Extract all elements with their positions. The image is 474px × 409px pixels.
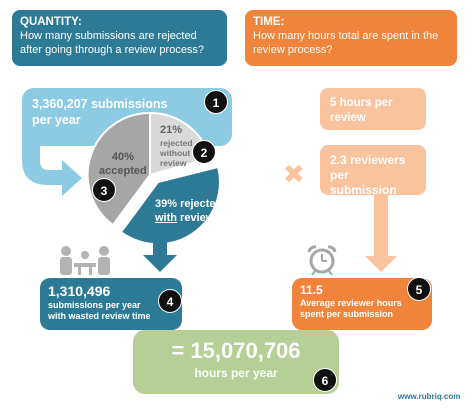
total-value: = 15,070,706 (171, 338, 301, 363)
pie-label-21-pct: 21% (160, 124, 183, 136)
avg-line2: spent per submission (300, 309, 394, 319)
people-meeting-icon (60, 246, 110, 275)
total-hours-box: = 15,070,706 hours per year (133, 330, 339, 394)
hours-review-line1: 5 hours per (330, 97, 393, 109)
pie-label-rejected-with: 39% rejected with review (155, 197, 222, 225)
badge-3: 3 (92, 178, 116, 202)
pie-text-39-pct: 39% rejected (155, 198, 223, 210)
badge-6: 6 (313, 368, 337, 392)
reviewers-line2: per submission (330, 168, 397, 197)
avg-value: 11.5 (300, 283, 323, 297)
badge-2: 2 (192, 140, 216, 164)
multiply-icon: ✖ (283, 159, 305, 189)
pie-text-without: without (160, 148, 191, 158)
pie-text-rejected: rejected (160, 138, 193, 148)
pie-text-review: review (160, 158, 187, 168)
wasted-line2: with wasted review time (48, 311, 151, 321)
quantity-header: QUANTITY: How many submissions are rejec… (12, 10, 227, 66)
badge-5: 5 (407, 277, 431, 301)
pie-label-accepted: 40% accepted (99, 150, 147, 178)
hours-review-line2: review (330, 112, 366, 124)
pie-slice-rejected-with (119, 165, 221, 246)
submissions-value: 3,360,207 submissions (32, 97, 168, 111)
time-question: How many hours total are spent in the re… (253, 30, 439, 56)
reviewers-line1: 2.3 reviewers (330, 153, 406, 167)
hours-per-review-box: 5 hours per review (320, 88, 426, 130)
wasted-line1: submissions per year (48, 300, 141, 310)
source-url: www.rubriq.com (398, 392, 461, 401)
avg-line1: Average reviewer hours (300, 298, 402, 308)
reviewers-box: 2.3 reviewers per submission (320, 145, 426, 197)
pie-label-rejected-without: rejected without review (160, 138, 193, 168)
badge-1: 1 (204, 90, 228, 114)
alarm-clock-icon (307, 245, 337, 276)
pie-text-with: with (155, 212, 177, 224)
time-title: TIME: (253, 16, 285, 28)
pie-text-with-review: review (177, 212, 215, 224)
pie-text-40-pct: 40% (111, 151, 134, 163)
total-unit: hours per year (194, 366, 278, 380)
quantity-question: How many submissions are rejected after … (20, 30, 205, 56)
badge-4: 4 (158, 289, 182, 313)
wasted-value: 1,310,496 (48, 283, 111, 299)
submissions-unit: per year (32, 113, 81, 127)
time-header: TIME: How many hours total are spent in … (245, 10, 457, 66)
quantity-title: QUANTITY: (20, 16, 82, 28)
pie-text-accepted: accepted (99, 165, 147, 177)
wasted-review-box: 1,310,496 submissions per year with wast… (40, 278, 182, 330)
